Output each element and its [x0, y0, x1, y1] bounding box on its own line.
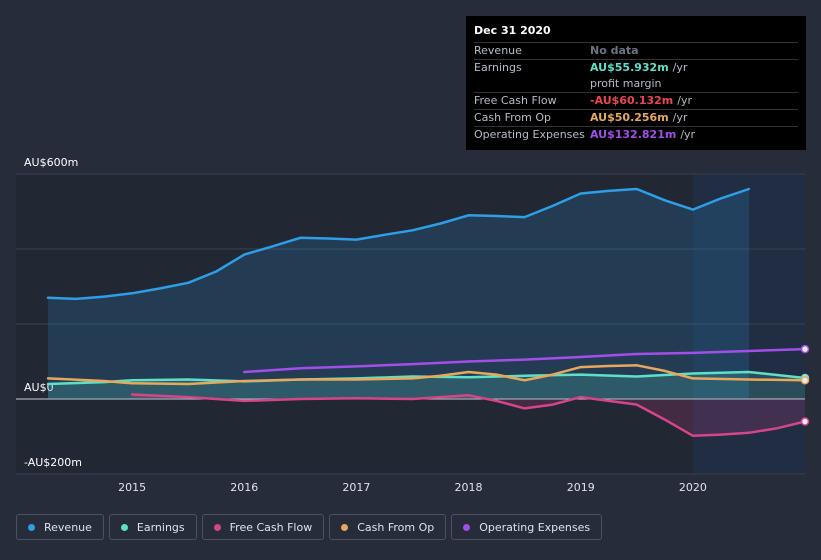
legend-label: Earnings [136, 520, 185, 534]
legend-item-operating-expenses[interactable]: Operating Expenses [451, 514, 603, 540]
x-axis-tick-label: 2016 [230, 481, 258, 494]
cash-from-op-end-marker [800, 376, 810, 385]
tooltip-row-label: Earnings [474, 61, 522, 74]
x-axis-tick-label: 2019 [567, 481, 595, 494]
revenue-area [48, 189, 749, 399]
y-axis-label: AU$600m [24, 156, 78, 169]
legend-label: Revenue [44, 520, 92, 534]
legend-item-cash-from-op[interactable]: Cash From Op [329, 514, 447, 540]
legend-label: Operating Expenses [479, 520, 591, 534]
tooltip-row-value: AU$50.256m [590, 111, 669, 124]
tooltip-row-label [474, 76, 590, 92]
legend-item-free-cash-flow[interactable]: Free Cash Flow [201, 514, 325, 540]
tooltip-panel: Dec 31 2020 Revenue No data Earnings AU$55.… [466, 16, 806, 150]
tooltip-row-value: AU$55.932m [590, 61, 669, 74]
earnings-area [48, 372, 805, 399]
legend-dot-icon [28, 523, 35, 531]
legend-dot-icon [120, 523, 128, 531]
legend-dot-icon [341, 523, 349, 531]
y-axis-label: AU$0 [24, 381, 54, 394]
tooltip-row-value: -AU$60.132m [590, 94, 674, 107]
x-axis-tick-label: 2018 [455, 481, 483, 494]
tooltip-row: Cash From Op AU$50.256m/yr [474, 109, 798, 126]
legend-dot-icon [463, 523, 471, 531]
tooltip-row-unit: /yr [672, 111, 688, 124]
tooltip-row-unit: /yr [680, 128, 696, 141]
tooltip-row-unit: /yr [677, 94, 692, 107]
tooltip-row: Earnings AU$55.932m/yr [474, 59, 798, 76]
cash-from-op-line [46, 364, 807, 386]
tooltip-row: Free Cash Flow -AU$60.132m/yr [474, 92, 798, 109]
free-cash-flow-end-marker [800, 417, 810, 426]
tooltip-row-label: Operating Expenses [474, 128, 585, 141]
x-axis-tick-label: 2020 [679, 481, 707, 494]
legend-item-earnings[interactable]: Earnings [108, 514, 197, 540]
tooltip-row-label: Revenue [474, 44, 522, 57]
y-axis-label: -AU$200m [24, 456, 82, 469]
x-axis-tick-label: 2015 [118, 481, 146, 494]
free-cash-flow-line [130, 393, 807, 438]
tooltip-row: Operating Expenses AU$132.821m/yr [474, 126, 798, 143]
legend: Revenue Earnings Free Cash Flow Cash From O… [16, 514, 603, 542]
legend-label: Free Cash Flow [229, 520, 313, 534]
tooltip-row-label: Free Cash Flow [474, 94, 557, 107]
tooltip-row-unit: profit margin [590, 77, 662, 90]
tooltip-row: Revenue No data [474, 42, 798, 59]
operating-expenses-end-marker [800, 344, 810, 354]
operating-expenses-line [243, 347, 807, 374]
tooltip-row-value: No data [590, 44, 639, 57]
tooltip-row-label: Cash From Op [474, 111, 552, 124]
tooltip-row: profit margin [474, 76, 798, 92]
legend-dot-icon [213, 523, 221, 531]
tooltip-date: Dec 31 2020 [474, 24, 551, 37]
legend-label: Cash From Op [357, 520, 435, 534]
revenue-line [46, 187, 751, 301]
legend-item-revenue[interactable]: Revenue [16, 514, 104, 540]
tooltip-row-unit: /yr [672, 61, 688, 74]
tooltip-row-value: AU$132.821m [590, 128, 677, 141]
x-axis-tick-label: 2017 [342, 481, 370, 494]
